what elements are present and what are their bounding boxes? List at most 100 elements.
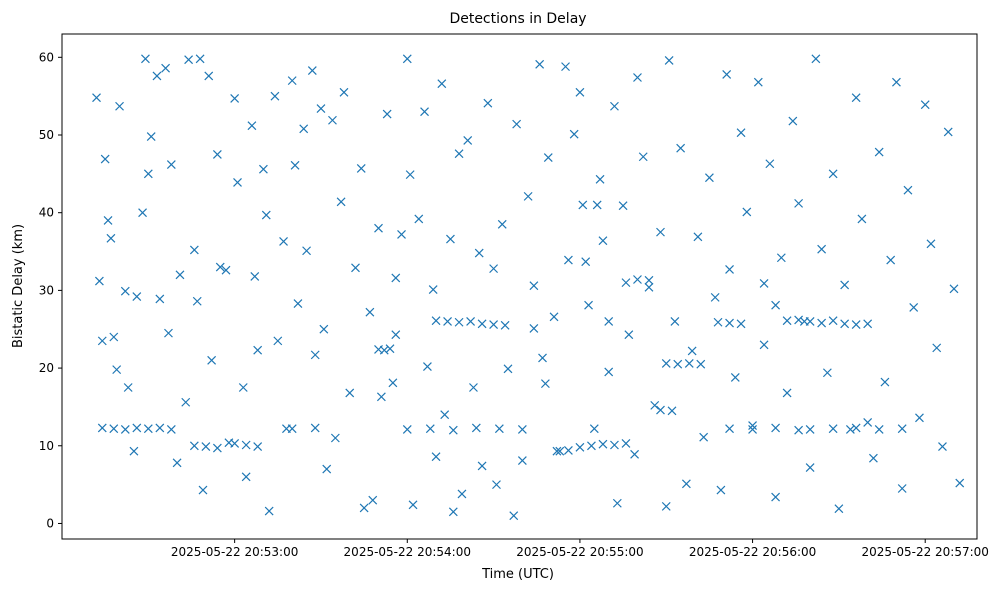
- data-point: [851, 93, 861, 103]
- data-point: [644, 282, 654, 292]
- data-point: [517, 456, 527, 465]
- data-point: [293, 299, 303, 309]
- data-point: [575, 87, 585, 97]
- data-point: [155, 294, 165, 304]
- data-point: [610, 101, 619, 111]
- data-point: [704, 173, 714, 183]
- data-point: [920, 100, 930, 110]
- data-point: [109, 332, 119, 342]
- data-point: [123, 383, 133, 392]
- data-point: [949, 284, 959, 294]
- data-point: [221, 265, 231, 275]
- data-point: [670, 317, 680, 326]
- data-point: [143, 424, 153, 434]
- x-tick-label: 2025-05-22 20:56:00: [689, 545, 816, 559]
- y-tick-label: 20: [39, 361, 54, 375]
- data-point: [466, 317, 476, 326]
- data-point: [279, 237, 288, 246]
- data-point: [863, 418, 873, 427]
- data-point: [152, 71, 162, 81]
- data-point: [141, 54, 150, 64]
- data-point: [618, 201, 628, 211]
- data-point: [233, 177, 242, 187]
- y-axis-ticks: 0 10 20 30 40 50 60: [39, 50, 62, 530]
- data-point: [109, 424, 119, 434]
- data-point: [477, 461, 487, 471]
- data-point: [517, 425, 527, 434]
- data-point: [828, 424, 838, 434]
- data-point: [238, 383, 248, 392]
- data-point: [845, 425, 855, 434]
- data-point: [166, 160, 176, 169]
- data-point: [307, 66, 317, 75]
- data-point: [146, 132, 156, 141]
- data-point: [897, 424, 907, 434]
- data-point: [782, 388, 792, 398]
- data-point: [500, 320, 510, 330]
- data-point: [106, 233, 116, 243]
- data-point: [535, 59, 545, 69]
- data-point: [120, 425, 130, 434]
- data-point: [604, 317, 614, 326]
- data-point: [540, 379, 550, 389]
- data-point: [316, 104, 326, 114]
- data-point: [382, 109, 392, 119]
- data-point: [212, 149, 222, 159]
- data-point: [503, 364, 513, 374]
- data-point: [431, 452, 441, 462]
- data-point: [742, 207, 752, 217]
- data-point: [397, 230, 406, 239]
- data-point: [630, 449, 640, 459]
- data-point: [241, 440, 251, 450]
- data-point: [181, 397, 191, 407]
- data-point: [351, 263, 360, 273]
- data-point: [681, 479, 691, 489]
- data-point: [661, 358, 671, 368]
- data-point: [489, 320, 499, 329]
- data-point: [811, 54, 821, 64]
- data-point: [753, 77, 763, 87]
- data-point: [94, 276, 104, 286]
- data-point: [287, 424, 297, 434]
- y-tick-label: 60: [39, 50, 54, 64]
- y-axis-label: Bistatic Delay (km): [11, 224, 26, 348]
- data-point: [425, 424, 435, 434]
- data-point: [776, 253, 786, 263]
- data-point: [903, 185, 913, 195]
- data-point: [175, 270, 185, 280]
- data-point: [759, 340, 769, 350]
- data-point: [857, 214, 867, 224]
- data-point: [549, 312, 559, 322]
- data-point: [834, 504, 844, 514]
- data-point: [693, 232, 703, 242]
- data-point: [310, 423, 320, 433]
- data-point: [868, 453, 878, 463]
- y-tick-label: 50: [39, 128, 54, 142]
- data-point: [345, 388, 355, 398]
- data-point: [115, 101, 124, 111]
- data-point: [538, 353, 547, 363]
- data-point: [581, 257, 591, 267]
- data-point: [687, 346, 697, 356]
- data-point: [264, 506, 274, 516]
- data-point: [730, 372, 740, 382]
- data-point: [448, 507, 458, 517]
- data-point: [840, 280, 850, 290]
- data-point: [97, 423, 107, 433]
- data-point: [273, 336, 283, 346]
- data-point: [886, 255, 896, 265]
- data-point: [477, 319, 487, 329]
- data-point: [771, 300, 781, 310]
- data-point: [428, 285, 438, 295]
- data-point: [184, 55, 194, 65]
- data-point: [656, 227, 665, 237]
- data-point: [457, 489, 467, 499]
- x-tick-label: 2025-05-22 20:54:00: [344, 545, 471, 559]
- data-point: [578, 200, 588, 210]
- data-point: [569, 129, 579, 139]
- data-point: [408, 500, 418, 510]
- data-point: [805, 317, 815, 326]
- data-point: [443, 317, 452, 326]
- data-point: [575, 442, 585, 452]
